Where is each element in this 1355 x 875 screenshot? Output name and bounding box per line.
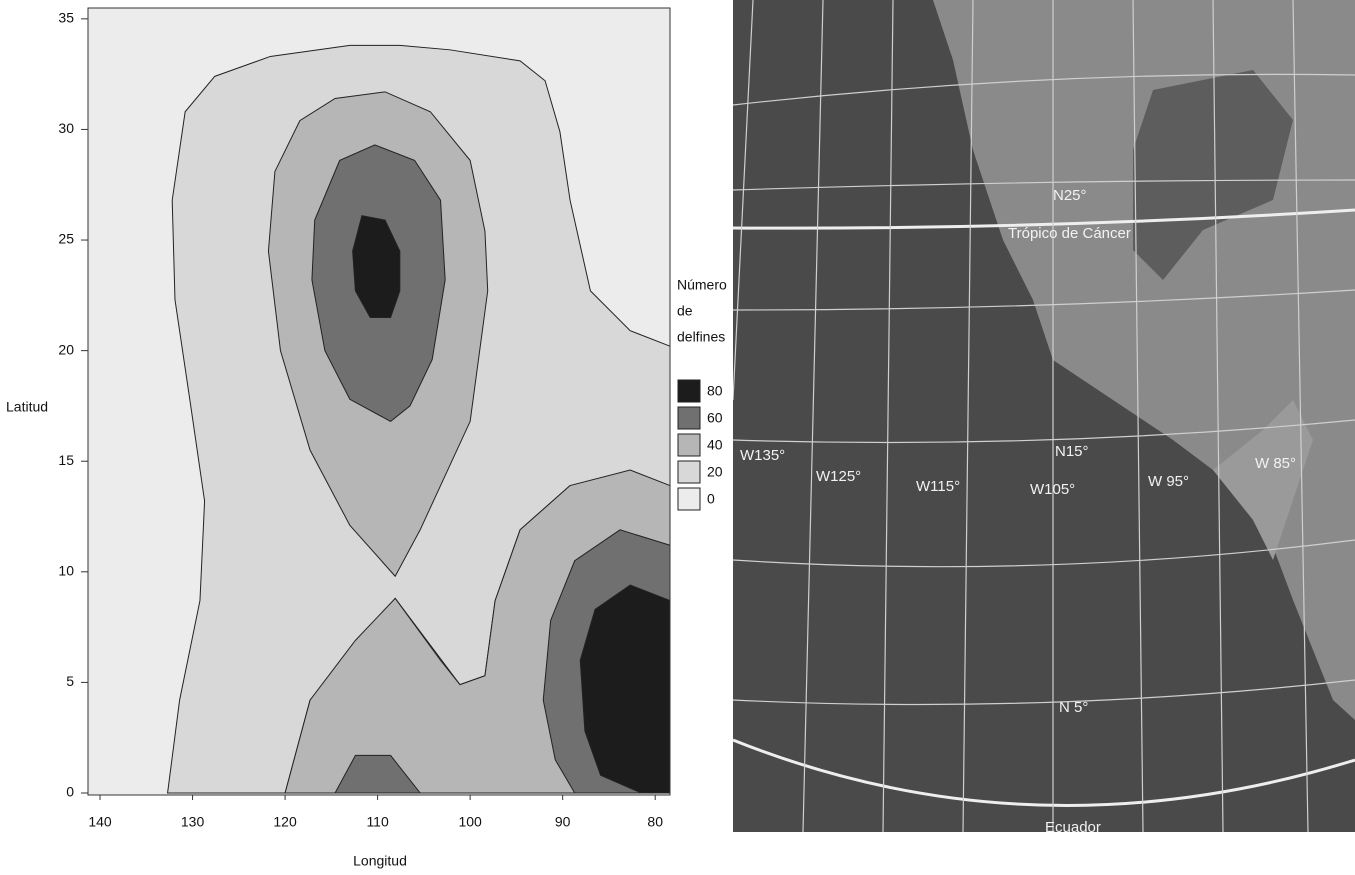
legend-swatch	[678, 434, 700, 456]
x-tick-label: 140	[88, 814, 112, 830]
satellite-map: N25° Trópico de Cáncer N15° W135° W125° …	[733, 0, 1355, 832]
legend-swatch	[678, 461, 700, 483]
legend-swatch	[678, 380, 700, 402]
map-label: W105°	[1030, 481, 1075, 498]
legend-title: delfines	[677, 329, 725, 345]
map-label: Trópico de Cáncer	[1008, 225, 1131, 242]
x-tick-label: 130	[181, 814, 205, 830]
y-tick-label: 10	[58, 563, 74, 579]
y-tick-label: 20	[58, 341, 74, 357]
x-tick-label: 120	[273, 814, 297, 830]
map-label: W 85°	[1255, 455, 1296, 472]
y-tick-label: 25	[58, 231, 74, 247]
map-label: W125°	[816, 468, 861, 485]
legend-swatch	[678, 488, 700, 510]
x-tick-label: 90	[555, 814, 571, 830]
map-label: N 5°	[1059, 699, 1088, 716]
x-tick-label: 100	[458, 814, 482, 830]
legend-label: 60	[707, 410, 723, 426]
y-tick-label: 30	[58, 120, 74, 136]
map-label: W 95°	[1148, 473, 1189, 490]
y-tick-label: 35	[58, 10, 74, 26]
contour-chart: Longitud Latitud Número de delfines 140 1…	[0, 0, 730, 875]
y-tick-label: 0	[66, 784, 74, 800]
y-tick-label: 15	[58, 452, 74, 468]
y-tick-label: 5	[66, 673, 74, 689]
legend-title: Número	[677, 277, 727, 293]
x-tick-label: 80	[647, 814, 663, 830]
x-axis-label: Longitud	[353, 853, 407, 869]
y-axis-label: Latitud	[6, 399, 48, 415]
map-label: W115°	[916, 478, 960, 495]
legend-label: 20	[707, 464, 723, 480]
legend-title: de	[677, 303, 693, 319]
map-label: Ecuador	[1045, 819, 1101, 832]
legend-swatch	[678, 407, 700, 429]
map-label: N15°	[1055, 443, 1089, 460]
legend-label: 0	[707, 491, 715, 507]
legend-label: 80	[707, 383, 723, 399]
map-label: N25°	[1053, 187, 1087, 204]
legend-label: 40	[707, 437, 723, 453]
x-tick-label: 110	[366, 814, 389, 830]
map-label: W135°	[740, 447, 785, 464]
